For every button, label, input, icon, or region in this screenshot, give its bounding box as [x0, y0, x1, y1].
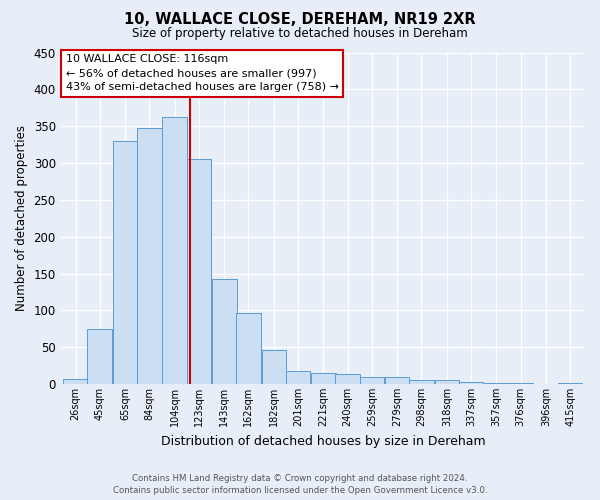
Bar [385, 376, 409, 384]
Bar [137, 128, 161, 384]
Bar [409, 380, 434, 384]
Bar [187, 160, 211, 384]
Bar [459, 382, 483, 384]
Bar [434, 380, 459, 384]
Bar [286, 371, 310, 384]
Bar [311, 373, 336, 384]
Bar [236, 312, 260, 384]
Bar [88, 329, 112, 384]
Bar [484, 382, 509, 384]
Y-axis label: Number of detached properties: Number of detached properties [15, 126, 28, 312]
Bar [163, 116, 187, 384]
X-axis label: Distribution of detached houses by size in Dereham: Distribution of detached houses by size … [161, 434, 485, 448]
Bar [335, 374, 360, 384]
Bar [63, 379, 88, 384]
Bar [212, 280, 236, 384]
Bar [113, 141, 137, 384]
Text: 10 WALLACE CLOSE: 116sqm
← 56% of detached houses are smaller (997)
43% of semi-: 10 WALLACE CLOSE: 116sqm ← 56% of detach… [66, 54, 339, 92]
Bar [558, 382, 583, 384]
Text: Size of property relative to detached houses in Dereham: Size of property relative to detached ho… [132, 28, 468, 40]
Text: Contains HM Land Registry data © Crown copyright and database right 2024.
Contai: Contains HM Land Registry data © Crown c… [113, 474, 487, 495]
Bar [359, 376, 384, 384]
Bar [262, 350, 286, 384]
Text: 10, WALLACE CLOSE, DEREHAM, NR19 2XR: 10, WALLACE CLOSE, DEREHAM, NR19 2XR [124, 12, 476, 28]
